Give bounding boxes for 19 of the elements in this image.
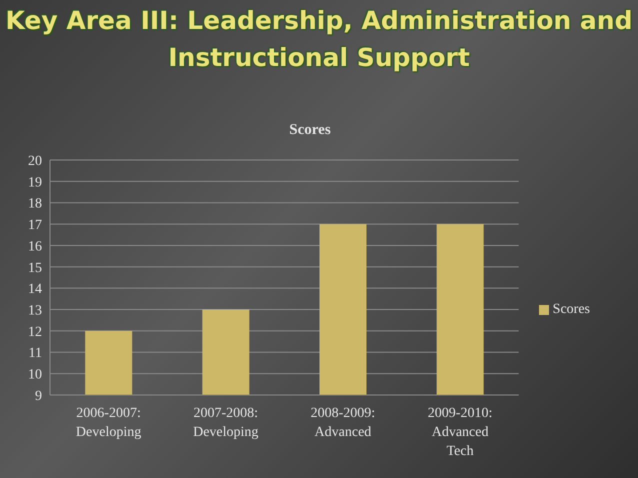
y-tick-label: 14 bbox=[28, 282, 42, 298]
y-tick-label: 17 bbox=[28, 218, 42, 234]
chart-subtitle: Key Area III: Leadership, Administration and Instructional Support bbox=[4, 5, 634, 74]
y-tick-label: 16 bbox=[28, 239, 42, 254]
y-tick-label: 10 bbox=[28, 368, 42, 383]
y-tick-label: 20 bbox=[28, 154, 42, 169]
y-tick-label: 18 bbox=[28, 196, 42, 212]
legend-label: Scores bbox=[552, 302, 590, 317]
y-tick-label: 11 bbox=[28, 346, 42, 362]
y-tick-label: 9 bbox=[35, 388, 42, 404]
x-tick-label: 2009-2010: Advanced Tech bbox=[428, 406, 492, 459]
y-tick-label: 19 bbox=[28, 175, 42, 190]
x-tick-label: 2008-2009: Advanced bbox=[310, 406, 376, 440]
x-tick-label: 2006-2007: Developing bbox=[76, 406, 142, 440]
x-tick-label: 2007-2008: Developing bbox=[193, 406, 258, 440]
y-tick-label: 15 bbox=[28, 260, 42, 276]
chart-title: Scores bbox=[288, 122, 332, 139]
y-tick-label: 13 bbox=[28, 304, 42, 319]
y-tick-label: 12 bbox=[28, 324, 42, 340]
